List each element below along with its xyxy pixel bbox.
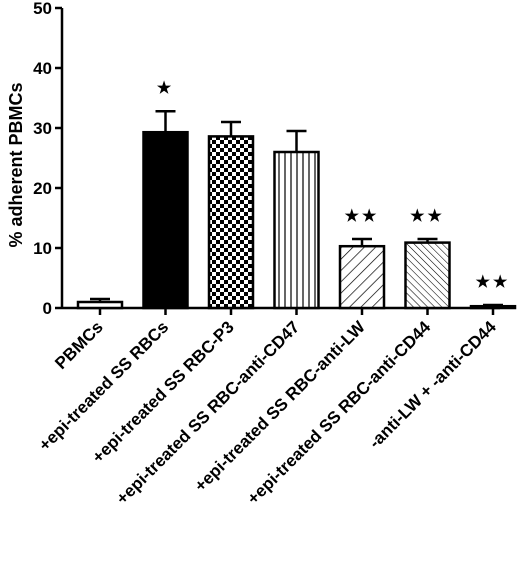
category-labels: PBMCs+epi-treated SS RBCs+epi-treated SS… (35, 317, 500, 508)
bar (142, 130, 189, 310)
y-tick-label: 50 (33, 0, 52, 18)
bar (273, 150, 320, 310)
significance-marker: ★ (157, 80, 174, 97)
y-tick-label: 0 (43, 299, 52, 318)
y-axis: 0 10 20 30 40 50 (33, 0, 64, 318)
x-category-label: -anti-LW + -anti-CD44 (365, 317, 500, 452)
bar (338, 244, 386, 310)
significance-marker: ★★ (410, 208, 445, 225)
y-tick-label: 20 (33, 179, 52, 198)
bar (404, 241, 451, 310)
significance-marker: ★★ (345, 208, 380, 225)
bars-group: ★★★ ★★★★ (76, 80, 517, 310)
bar (207, 135, 255, 310)
x-category-label: PBMCs (51, 317, 107, 373)
significance-marker: ★★ (476, 274, 511, 291)
y-axis-label: % adherent PBMCs (6, 82, 26, 247)
bar (76, 300, 124, 310)
y-tick-label: 30 (33, 119, 52, 138)
x-category-label: +epi-treated SS RBCs (35, 317, 172, 454)
y-tick-label: 40 (33, 59, 52, 78)
bar (469, 304, 517, 310)
y-tick-label: 10 (33, 239, 52, 258)
